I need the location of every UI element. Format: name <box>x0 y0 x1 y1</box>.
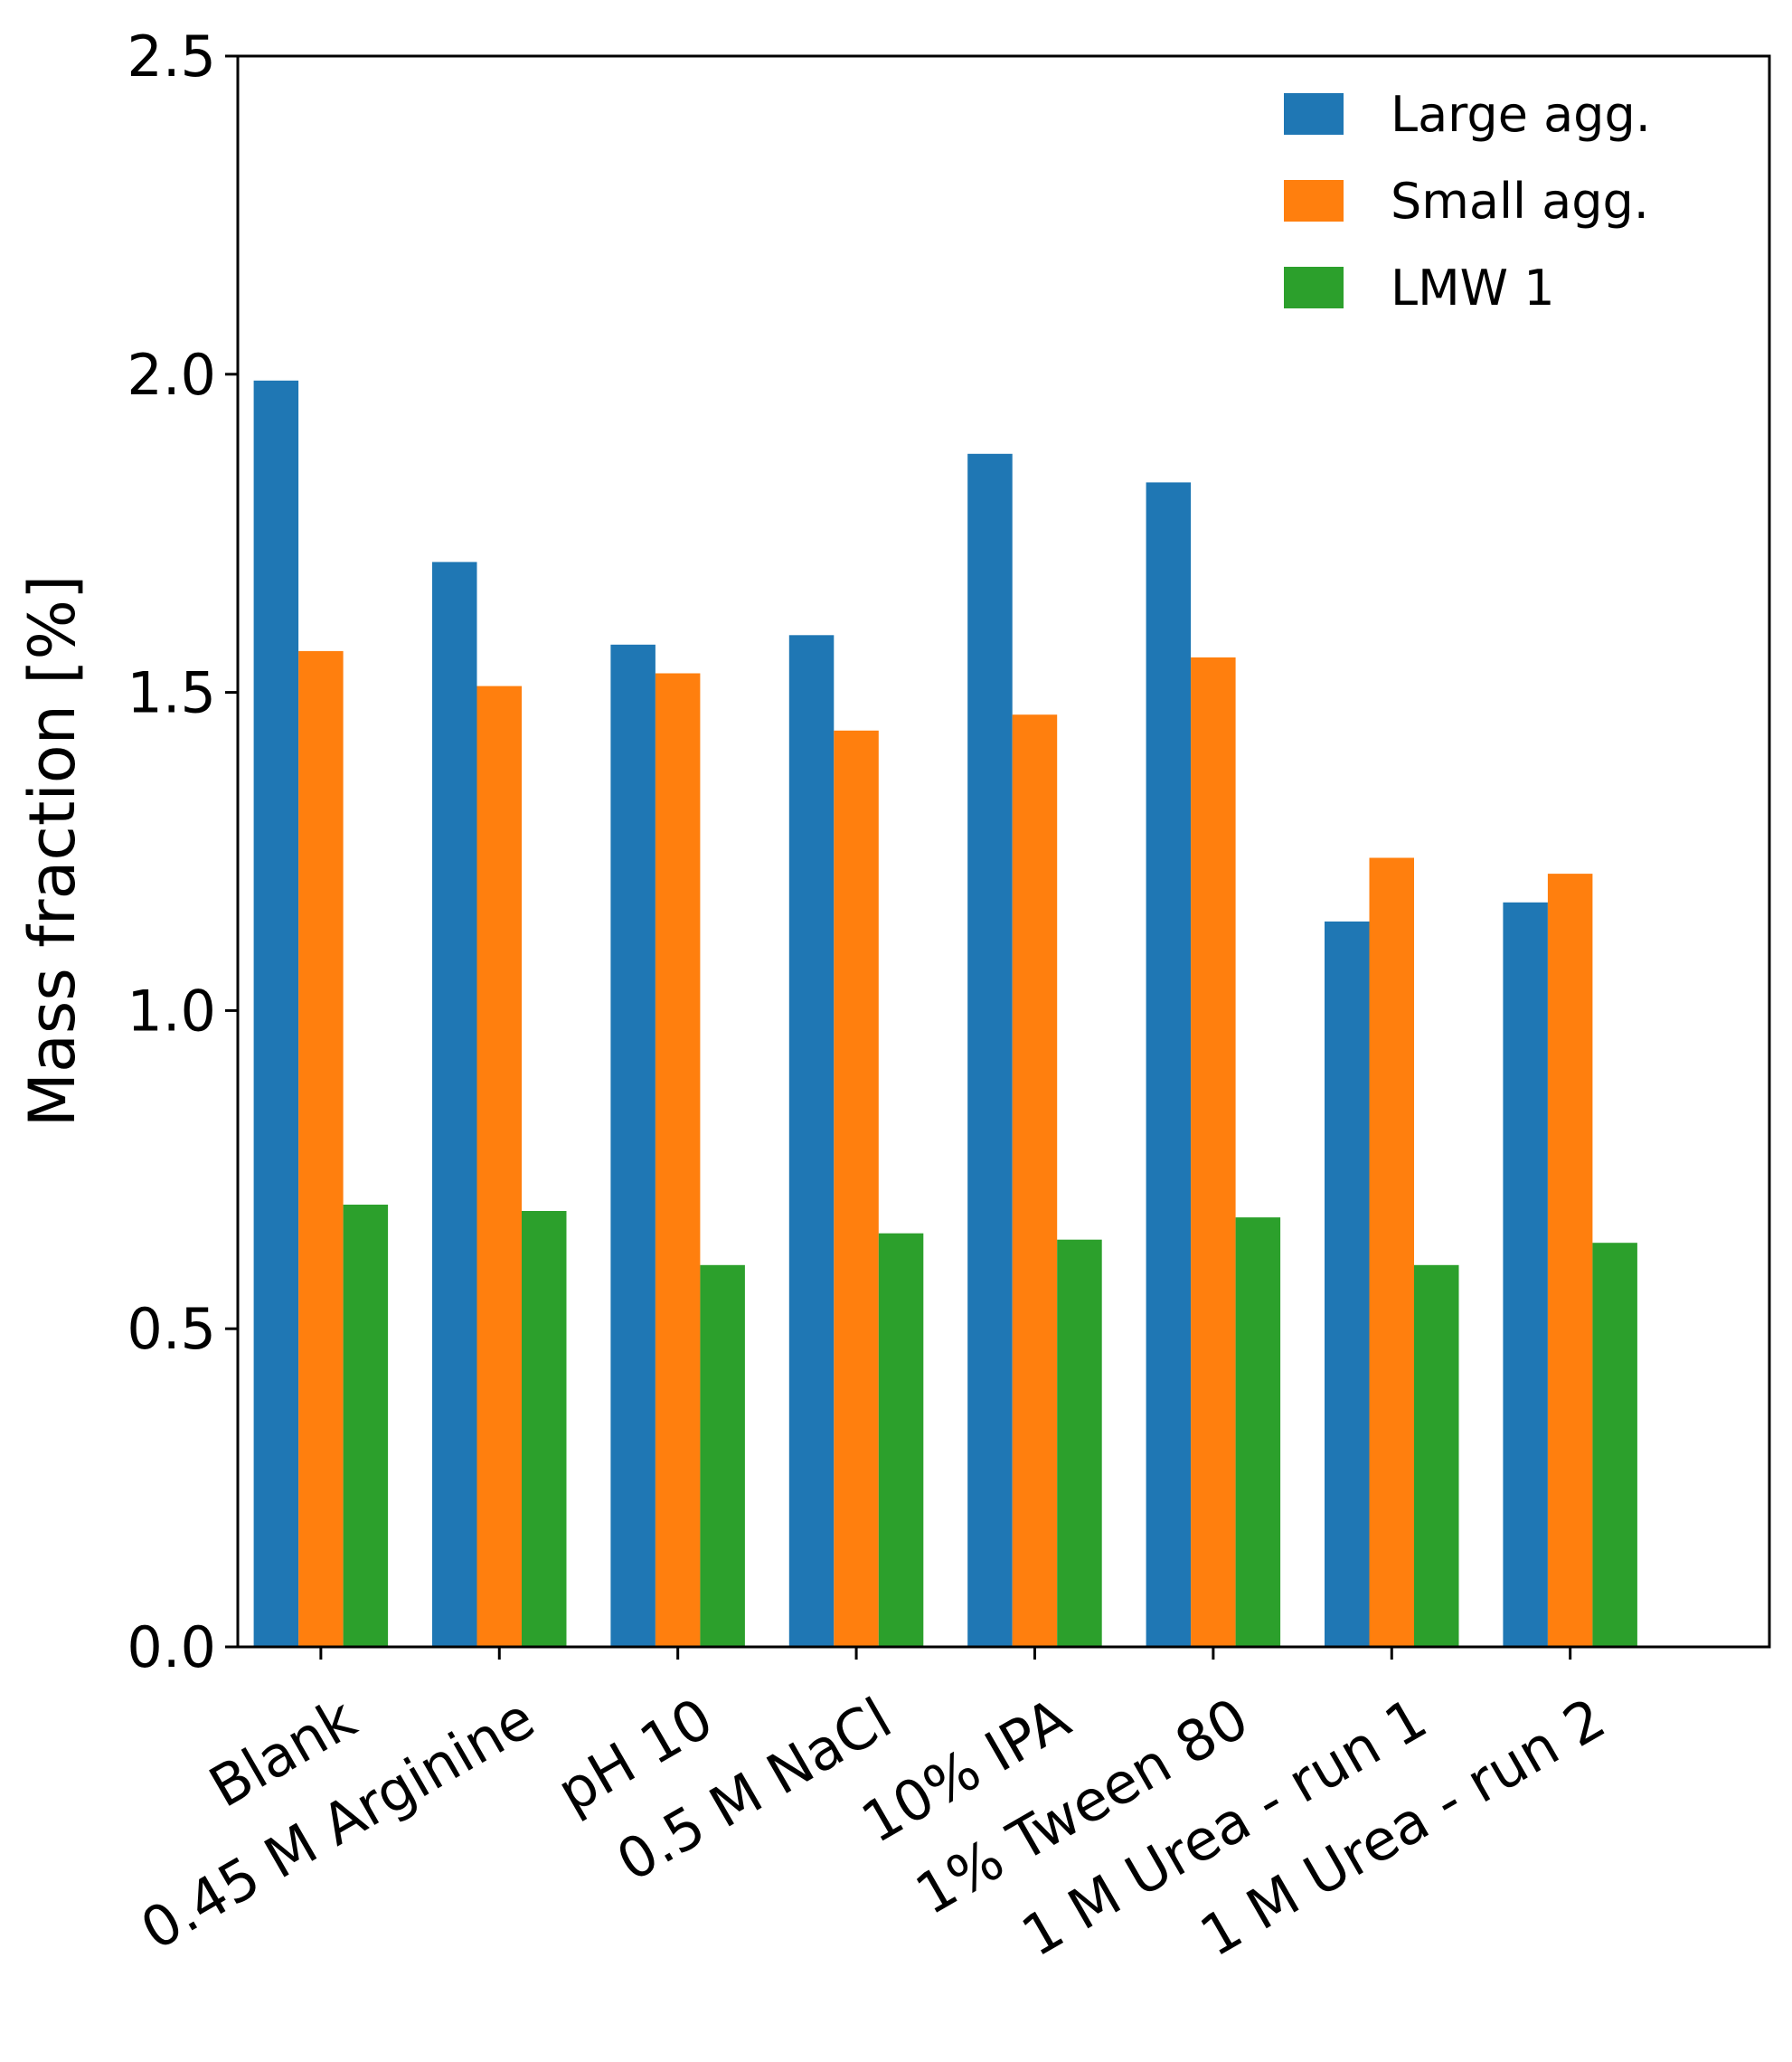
legend-swatch <box>1284 267 1344 308</box>
bar-small-agg-8 <box>1547 874 1593 1647</box>
legend: Large agg. Small agg. LMW 1 <box>1284 86 1651 317</box>
bar-lmw-1-7 <box>1414 1264 1459 1647</box>
bars-layer <box>253 380 1637 1648</box>
bar-large-agg-7 <box>1325 921 1370 1647</box>
legend-label: LMW 1 <box>1391 260 1555 317</box>
y-tick-label: 2.0 <box>127 342 216 408</box>
y-tick-label: 1.0 <box>127 978 216 1044</box>
legend-swatch <box>1284 180 1344 222</box>
legend-label: Small agg. <box>1391 173 1649 230</box>
bar-lmw-1-3 <box>700 1264 745 1647</box>
bar-small-agg-3 <box>655 673 701 1647</box>
y-tick-label: 0.0 <box>127 1614 216 1680</box>
bar-lmw-1-5 <box>1057 1239 1102 1647</box>
bar-lmw-1-8 <box>1592 1243 1637 1647</box>
bar-small-agg-7 <box>1369 857 1414 1647</box>
bar-large-agg-2 <box>432 562 477 1647</box>
bar-lmw-1-1 <box>343 1205 389 1647</box>
plot-frame <box>236 54 1771 1649</box>
bar-large-agg-6 <box>1146 482 1192 1647</box>
bar-small-agg-1 <box>298 650 344 1647</box>
bar-small-agg-4 <box>834 730 879 1647</box>
bar-large-agg-4 <box>788 635 835 1647</box>
bar-small-agg-5 <box>1012 714 1058 1648</box>
bar-lmw-1-4 <box>878 1233 924 1647</box>
legend-swatch <box>1284 93 1344 135</box>
bar-large-agg-1 <box>253 380 299 1647</box>
y-tick-label: 0.5 <box>127 1296 216 1362</box>
bar-large-agg-8 <box>1503 902 1548 1647</box>
legend-label: Large agg. <box>1391 86 1651 143</box>
bar-small-agg-2 <box>476 686 522 1647</box>
bar-large-agg-5 <box>967 453 1013 1648</box>
bar-large-agg-3 <box>610 644 655 1647</box>
y-axis: 0.0 0.5 1.0 1.5 2.0 2.5 <box>127 24 238 1680</box>
y-tick-label: 1.5 <box>127 660 216 726</box>
bar-lmw-1-2 <box>522 1211 567 1647</box>
bar-lmw-1-6 <box>1235 1217 1281 1647</box>
y-axis-title: Mass fraction [%] <box>15 575 90 1128</box>
bar-small-agg-6 <box>1191 657 1236 1647</box>
y-tick-label: 2.5 <box>127 24 216 90</box>
